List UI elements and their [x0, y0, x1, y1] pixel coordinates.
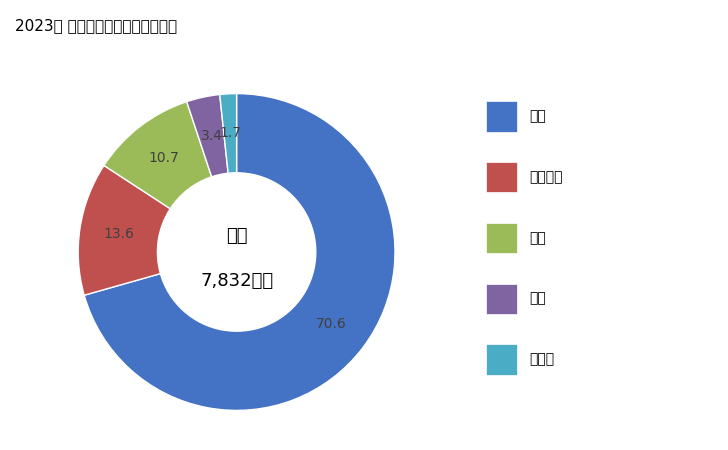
Text: その他: その他	[529, 352, 555, 366]
Wedge shape	[104, 102, 212, 209]
Text: タイ: タイ	[529, 231, 546, 245]
Text: 総額: 総額	[226, 227, 248, 245]
Text: 中国: 中国	[529, 109, 546, 123]
Text: 2023年 輸入相手国のシェア（％）: 2023年 輸入相手国のシェア（％）	[15, 18, 177, 33]
Text: 13.6: 13.6	[103, 227, 135, 241]
Text: 70.6: 70.6	[316, 317, 347, 331]
Text: 3.4: 3.4	[200, 129, 222, 143]
Text: 7,832万円: 7,832万円	[200, 271, 273, 289]
FancyBboxPatch shape	[486, 162, 517, 193]
Text: フランス: フランス	[529, 170, 563, 184]
Wedge shape	[84, 94, 395, 410]
Wedge shape	[220, 94, 237, 173]
FancyBboxPatch shape	[486, 101, 517, 131]
FancyBboxPatch shape	[486, 223, 517, 253]
FancyBboxPatch shape	[486, 284, 517, 314]
Wedge shape	[186, 94, 228, 177]
Text: 1.7: 1.7	[219, 126, 241, 140]
FancyBboxPatch shape	[486, 344, 517, 374]
Text: 台湾: 台湾	[529, 292, 546, 306]
Wedge shape	[78, 166, 170, 295]
Text: 10.7: 10.7	[149, 151, 180, 165]
